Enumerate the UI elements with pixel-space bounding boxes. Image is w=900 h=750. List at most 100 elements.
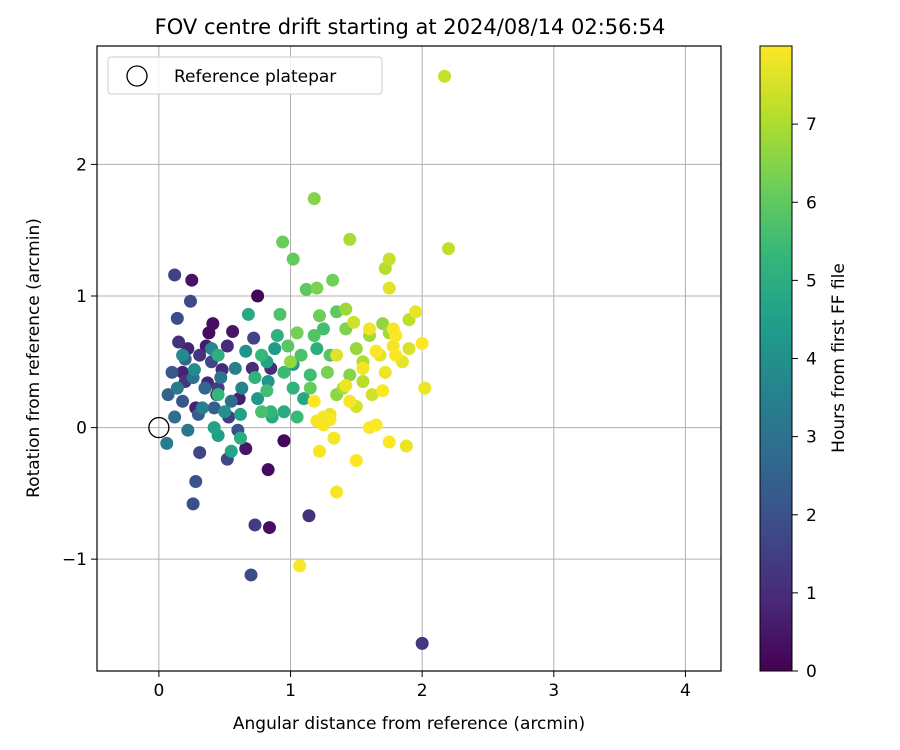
data-point — [160, 436, 174, 450]
data-point — [297, 392, 311, 406]
y-tick-label: 2 — [76, 155, 87, 175]
reference-platepar-marker — [148, 416, 170, 439]
colorbar-ticks: 0 1 2 3 4 5 6 7 — [792, 115, 817, 682]
data-point — [260, 384, 274, 398]
x-tick-label: 0 — [153, 681, 164, 701]
data-point — [211, 388, 225, 402]
data-point — [402, 342, 416, 356]
data-point — [290, 326, 304, 340]
data-point — [376, 317, 390, 331]
data-point — [176, 348, 190, 362]
data-point — [418, 381, 432, 395]
data-point — [294, 348, 308, 362]
data-point — [284, 355, 298, 369]
data-point — [316, 418, 330, 432]
data-point — [276, 235, 290, 249]
y-axis-label: Rotation from reference (arcmin) — [24, 218, 44, 498]
colorbar-tick-label: 5 — [806, 271, 817, 291]
data-point — [251, 392, 265, 406]
colorbar-tick-label: 1 — [806, 584, 817, 604]
data-point — [195, 401, 209, 415]
data-point — [193, 348, 207, 362]
chart-title: FOV centre drift starting at 2024/08/14 … — [155, 15, 666, 39]
data-point — [310, 281, 324, 295]
data-point — [186, 497, 200, 511]
data-point — [264, 405, 278, 419]
colorbar-tick-label: 7 — [806, 115, 817, 135]
legend-reference-marker — [126, 65, 148, 87]
data-point — [176, 394, 190, 408]
data-point — [343, 232, 357, 246]
data-point — [382, 435, 396, 449]
data-point — [214, 371, 228, 385]
grid — [97, 46, 721, 671]
data-point — [224, 394, 238, 408]
data-point — [286, 381, 300, 395]
data-point — [211, 348, 225, 362]
legend: Reference platepar — [107, 56, 383, 95]
data-point — [382, 281, 396, 295]
data-points — [148, 69, 455, 650]
data-point — [239, 442, 253, 456]
data-point — [218, 405, 232, 419]
plot-area-frame — [96, 45, 722, 672]
data-point — [168, 268, 182, 282]
colorbar-tick-label: 0 — [806, 662, 817, 682]
data-point — [277, 405, 291, 419]
data-point — [286, 252, 300, 266]
data-point — [415, 336, 429, 350]
data-point — [441, 242, 455, 256]
data-point — [228, 361, 242, 375]
data-point — [299, 282, 313, 296]
data-point — [277, 434, 291, 448]
data-point — [168, 410, 182, 424]
data-point — [369, 418, 383, 432]
y-tick-label: 0 — [76, 419, 87, 439]
data-point — [320, 365, 334, 379]
y-tick-label: 1 — [76, 287, 87, 307]
colorbar-tick-label: 4 — [806, 350, 817, 370]
data-point — [307, 394, 321, 408]
data-point — [181, 423, 195, 437]
data-point — [382, 252, 396, 266]
data-point — [226, 325, 240, 339]
data-point — [172, 335, 186, 349]
data-point — [327, 431, 341, 445]
data-point — [251, 289, 265, 303]
colorbar-tick-label: 6 — [806, 193, 817, 213]
data-point — [369, 344, 383, 358]
data-point — [235, 381, 249, 395]
data-point — [270, 328, 284, 342]
data-point — [347, 315, 361, 329]
data-point — [273, 307, 287, 321]
data-point — [339, 378, 353, 392]
data-point — [233, 431, 247, 445]
data-point — [307, 192, 321, 206]
data-point — [161, 388, 175, 402]
data-point — [307, 328, 321, 342]
data-point — [255, 405, 269, 419]
data-point — [220, 339, 234, 353]
data-point — [303, 368, 317, 382]
data-point — [248, 518, 262, 532]
axis-ticks: 0 1 2 3 4 −1 0 1 2 — [62, 155, 691, 701]
data-point — [339, 302, 353, 316]
data-point — [303, 381, 317, 395]
data-point — [349, 453, 363, 467]
data-point — [193, 446, 207, 460]
data-point — [330, 348, 344, 362]
data-point — [207, 421, 221, 435]
data-point — [378, 365, 392, 379]
data-point — [165, 365, 179, 379]
data-point — [233, 407, 247, 421]
legend-box — [107, 56, 383, 95]
data-point — [255, 348, 269, 362]
colorbar-tick-label: 2 — [806, 506, 817, 526]
data-point — [268, 342, 282, 356]
data-point — [415, 636, 429, 650]
data-point — [290, 410, 304, 424]
data-point — [241, 307, 255, 321]
data-point — [310, 342, 324, 356]
data-point — [312, 309, 326, 323]
data-point — [316, 322, 330, 336]
